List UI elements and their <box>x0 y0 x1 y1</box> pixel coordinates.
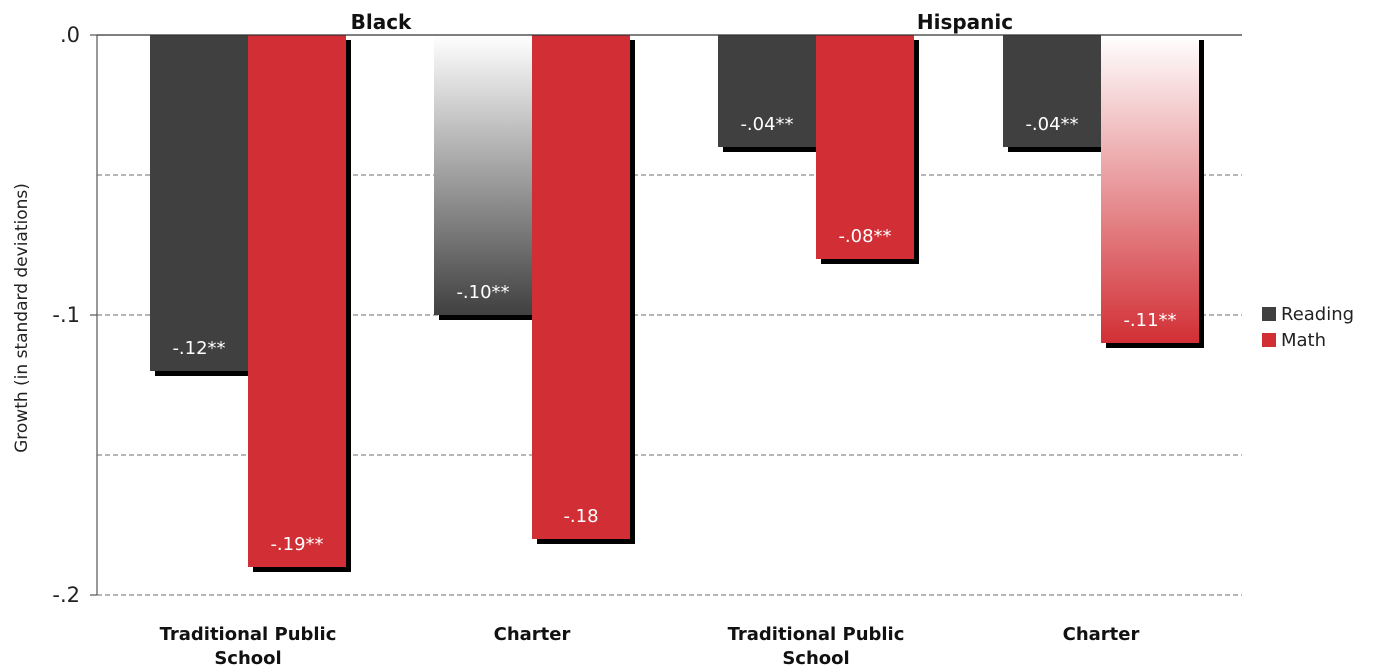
legend-label: Reading <box>1281 304 1354 325</box>
bar-math <box>248 35 346 567</box>
group-title: Black <box>351 10 412 34</box>
data-label: -.12** <box>172 338 225 359</box>
data-label: -.04** <box>740 114 793 135</box>
x-tick-label: Charter <box>494 624 571 645</box>
legend-swatch-reading <box>1262 307 1276 321</box>
data-label: -.04** <box>1025 114 1078 135</box>
data-label: -.10** <box>456 282 509 303</box>
data-label: -.19** <box>270 534 323 555</box>
data-label: -.18 <box>563 506 598 527</box>
x-tick-label: Traditional Public <box>160 624 337 645</box>
bar-reading <box>1003 35 1101 147</box>
x-tick-label: School <box>214 648 281 669</box>
y-tick-label: -.2 <box>52 583 80 607</box>
bar-reading <box>718 35 816 147</box>
data-label: -.08** <box>838 226 891 247</box>
bars: -.12** -.10** -.04** -.04** -.19** -.18 -.08**… <box>150 35 1204 572</box>
group-title: Hispanic <box>917 10 1013 34</box>
data-label: -.11** <box>1123 310 1176 331</box>
legend: Reading Math <box>1262 304 1354 351</box>
y-axis-title: Growth (in standard deviations) <box>12 183 32 453</box>
legend-label: Math <box>1281 330 1326 351</box>
y-tick-label: .0 <box>60 23 80 47</box>
y-tick-label: -.1 <box>52 303 80 327</box>
bar-math <box>816 35 914 259</box>
bar-reading <box>434 35 532 315</box>
x-tick-label: Charter <box>1063 624 1140 645</box>
x-tick-label: Traditional Public <box>728 624 905 645</box>
axes: .0 -.1 -.2 Black Hispanic Traditional Public S… <box>52 10 1242 669</box>
gridlines <box>97 174 1242 596</box>
legend-swatch-math <box>1262 333 1276 347</box>
bar-math <box>532 35 630 539</box>
x-tick-label: School <box>782 648 849 669</box>
bar-math <box>1101 35 1199 343</box>
bar-reading <box>150 35 248 371</box>
